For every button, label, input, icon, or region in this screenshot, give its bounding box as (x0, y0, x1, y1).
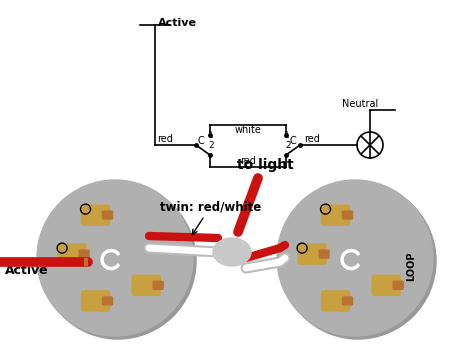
FancyBboxPatch shape (82, 291, 109, 311)
FancyBboxPatch shape (79, 250, 89, 258)
Text: Active: Active (5, 264, 49, 277)
FancyBboxPatch shape (319, 250, 329, 258)
Text: C: C (198, 136, 205, 146)
FancyBboxPatch shape (132, 275, 160, 295)
FancyBboxPatch shape (343, 297, 353, 305)
FancyBboxPatch shape (321, 205, 349, 225)
FancyBboxPatch shape (58, 244, 86, 264)
Text: LOOP: LOOP (406, 251, 416, 280)
Text: white: white (235, 125, 262, 135)
FancyBboxPatch shape (372, 275, 400, 295)
FancyBboxPatch shape (343, 211, 353, 219)
Circle shape (280, 183, 436, 339)
FancyBboxPatch shape (393, 281, 403, 289)
Text: 1: 1 (284, 131, 290, 140)
Text: Neutral: Neutral (342, 99, 378, 109)
FancyBboxPatch shape (153, 281, 163, 289)
Text: red: red (304, 134, 320, 144)
Text: C: C (290, 136, 297, 146)
Circle shape (277, 180, 433, 336)
Text: twin: red/white: twin: red/white (160, 200, 261, 234)
FancyBboxPatch shape (102, 297, 112, 305)
Text: 2: 2 (285, 141, 291, 150)
Text: red: red (240, 156, 256, 166)
FancyBboxPatch shape (102, 211, 112, 219)
FancyBboxPatch shape (298, 244, 326, 264)
Ellipse shape (213, 238, 251, 266)
Text: red: red (157, 134, 173, 144)
Circle shape (40, 183, 196, 339)
FancyBboxPatch shape (321, 291, 349, 311)
Text: 1: 1 (208, 131, 214, 140)
Text: Active: Active (158, 18, 197, 28)
Text: to light: to light (237, 158, 293, 172)
Text: 2: 2 (208, 141, 214, 150)
FancyBboxPatch shape (82, 205, 109, 225)
Circle shape (37, 180, 193, 336)
